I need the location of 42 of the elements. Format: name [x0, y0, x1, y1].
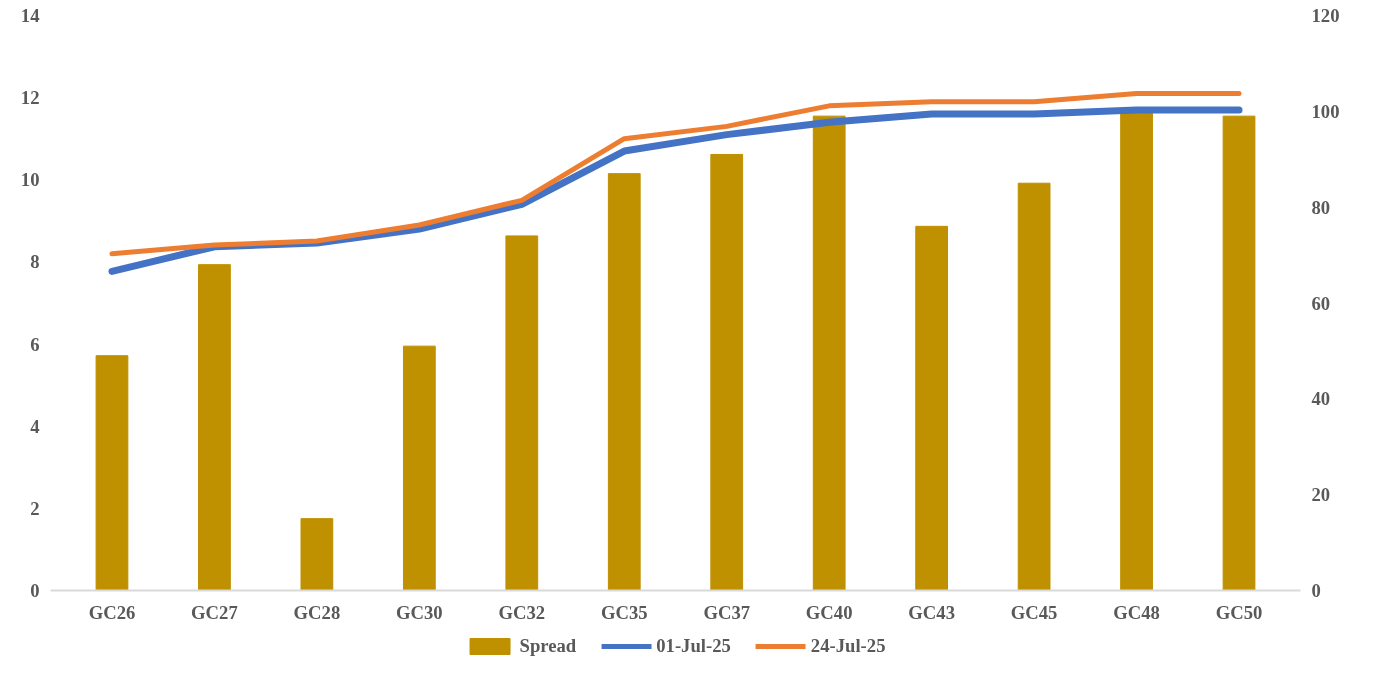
y-tick-label: 10 [20, 169, 40, 191]
x-tick-label: GC37 [703, 601, 751, 623]
x-tick-label: GC32 [498, 601, 546, 623]
bar [710, 153, 744, 591]
bar [1222, 115, 1256, 591]
y-tick-label: 14 [20, 5, 40, 26]
bar [1017, 182, 1051, 591]
x-tick-label: GC26 [88, 601, 136, 623]
x-tick-label: GC43 [908, 601, 955, 623]
bar [915, 225, 949, 591]
x-tick-label: GC35 [600, 601, 648, 623]
y2-tick-label: 0 [1311, 580, 1321, 601]
bar [300, 518, 334, 591]
y2-tick-label: 60 [1311, 292, 1331, 314]
x-tick-label: GC48 [1113, 601, 1160, 623]
y-tick-label: 12 [20, 87, 40, 109]
x-tick-label: GC50 [1215, 601, 1263, 623]
bar [1120, 110, 1153, 591]
y-tick-label: 8 [30, 251, 40, 273]
bar [607, 173, 641, 591]
y2-tick-label: 100 [1311, 100, 1340, 122]
x-tick-label: GC45 [1010, 601, 1058, 623]
bar [505, 235, 539, 591]
y-tick-label: 4 [30, 415, 40, 437]
x-tick-label: GC40 [805, 601, 853, 623]
y2-tick-label: 120 [1311, 5, 1340, 26]
y2-tick-label: 20 [1311, 484, 1331, 506]
y-tick-label: 0 [30, 580, 40, 601]
y2-tick-label: 40 [1311, 388, 1331, 410]
legend-label: 24-Jul-25 [810, 635, 886, 657]
y2-tick-label: 80 [1311, 196, 1331, 218]
bar [812, 115, 846, 591]
legend-label: 01-Jul-25 [656, 635, 731, 657]
x-tick-label: GC30 [396, 601, 443, 623]
bar [198, 264, 231, 591]
bar [402, 345, 436, 591]
legend-label: Spread [519, 635, 577, 657]
y-tick-label: 2 [30, 497, 40, 519]
x-tick-label: GC28 [293, 601, 341, 623]
bar [95, 355, 129, 591]
x-tick-label: GC27 [191, 601, 238, 623]
y-tick-label: 6 [30, 333, 40, 355]
